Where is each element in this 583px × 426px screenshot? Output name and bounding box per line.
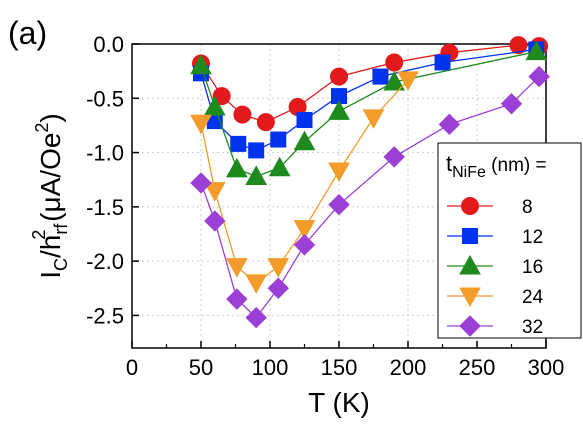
data-point-32	[226, 288, 248, 310]
data-point-24	[203, 182, 226, 202]
x-tick-label: 150	[321, 355, 358, 380]
legend-item-16: 16	[447, 254, 543, 278]
data-point-32	[328, 193, 350, 216]
x-tick-label: 200	[390, 355, 427, 380]
data-point-12	[434, 54, 451, 71]
data-point-32	[528, 65, 550, 88]
data-point-16	[245, 165, 268, 185]
data-point-24	[226, 258, 248, 278]
data-point-12	[230, 135, 247, 152]
y-tick-label: -2.0	[86, 249, 124, 274]
data-point-24	[245, 274, 268, 294]
legend-label: 32	[522, 317, 543, 338]
data-point-32	[383, 146, 405, 168]
panel-label: (a)	[8, 15, 47, 51]
data-point-24	[397, 71, 419, 91]
legend-marker	[459, 315, 481, 337]
data-point-16	[383, 70, 406, 91]
legend-item-24: 24	[447, 287, 544, 308]
data-point-8	[385, 53, 404, 72]
data-point-12	[248, 142, 265, 159]
data-point-16	[525, 40, 548, 61]
series-line-12	[200, 48, 537, 152]
data-point-16	[328, 100, 350, 120]
legend-marker	[459, 287, 481, 308]
data-point-16	[268, 156, 291, 177]
y-tick-label: 0.0	[93, 32, 124, 57]
data-point-32	[267, 277, 289, 299]
legend-item-8: 8	[447, 197, 533, 218]
data-point-12	[270, 131, 287, 148]
data-point-24	[362, 109, 385, 129]
series-16	[190, 40, 548, 185]
legend-marker	[461, 197, 479, 215]
x-tick-label: 0	[126, 355, 138, 380]
data-point-24	[267, 258, 290, 278]
data-point-32	[245, 306, 267, 329]
x-tick-label: 100	[252, 355, 289, 380]
data-point-8	[212, 87, 231, 106]
data-point-32	[190, 172, 212, 194]
data-point-16	[190, 54, 212, 75]
data-point-16	[226, 157, 248, 178]
series-layer	[190, 36, 550, 329]
data-point-32	[500, 93, 523, 115]
legend-item-12: 12	[447, 227, 543, 248]
x-axis-title: T (K)	[308, 387, 370, 418]
data-point-8	[233, 105, 252, 124]
y-tick-label: -0.5	[86, 86, 124, 111]
series-12	[193, 41, 545, 159]
legend-label: 16	[522, 257, 543, 278]
legend-marker	[459, 254, 481, 275]
legend-items: 8 12 16 24 32	[447, 197, 544, 338]
data-point-32	[293, 234, 316, 256]
data-point-32	[438, 113, 461, 136]
data-point-12	[372, 68, 389, 85]
y-tick-label: -1.0	[86, 141, 124, 166]
legend-item-32: 32	[447, 315, 543, 338]
data-point-8	[509, 36, 528, 55]
y-axis-title: IC/hrf2 (μA/Oe2)	[29, 113, 71, 279]
data-point-16	[203, 95, 226, 116]
legend-label: 24	[522, 287, 544, 308]
legend-label: 8	[522, 197, 533, 218]
legend-label: 12	[522, 227, 543, 248]
data-point-16	[293, 130, 316, 151]
data-point-32	[204, 210, 226, 232]
legend-title: tNiFe (nm) =	[446, 151, 547, 181]
data-point-24	[293, 220, 316, 240]
legend: tNiFe (nm) = 8 12 16 24 32	[437, 142, 582, 339]
series-line-8	[200, 44, 540, 123]
x-tick-label: 250	[459, 355, 496, 380]
legend-marker	[462, 228, 478, 244]
y-tick-label: -2.5	[86, 303, 124, 328]
x-tick-label: 300	[528, 355, 565, 380]
data-point-8	[256, 113, 275, 132]
data-point-24	[190, 114, 212, 135]
y-tick-label: -1.5	[86, 195, 124, 220]
data-point-24	[328, 162, 350, 183]
data-point-12	[296, 112, 313, 128]
axis-ticks: 0 50 100 150 200 250 300 0.0 -0.5 -1.0 -1.5 -2.0 -2.…	[86, 32, 564, 380]
series-32	[190, 65, 550, 329]
legend-box	[437, 142, 582, 339]
series-24	[190, 71, 419, 294]
x-tick-label: 50	[189, 355, 213, 380]
data-point-8	[330, 67, 348, 86]
